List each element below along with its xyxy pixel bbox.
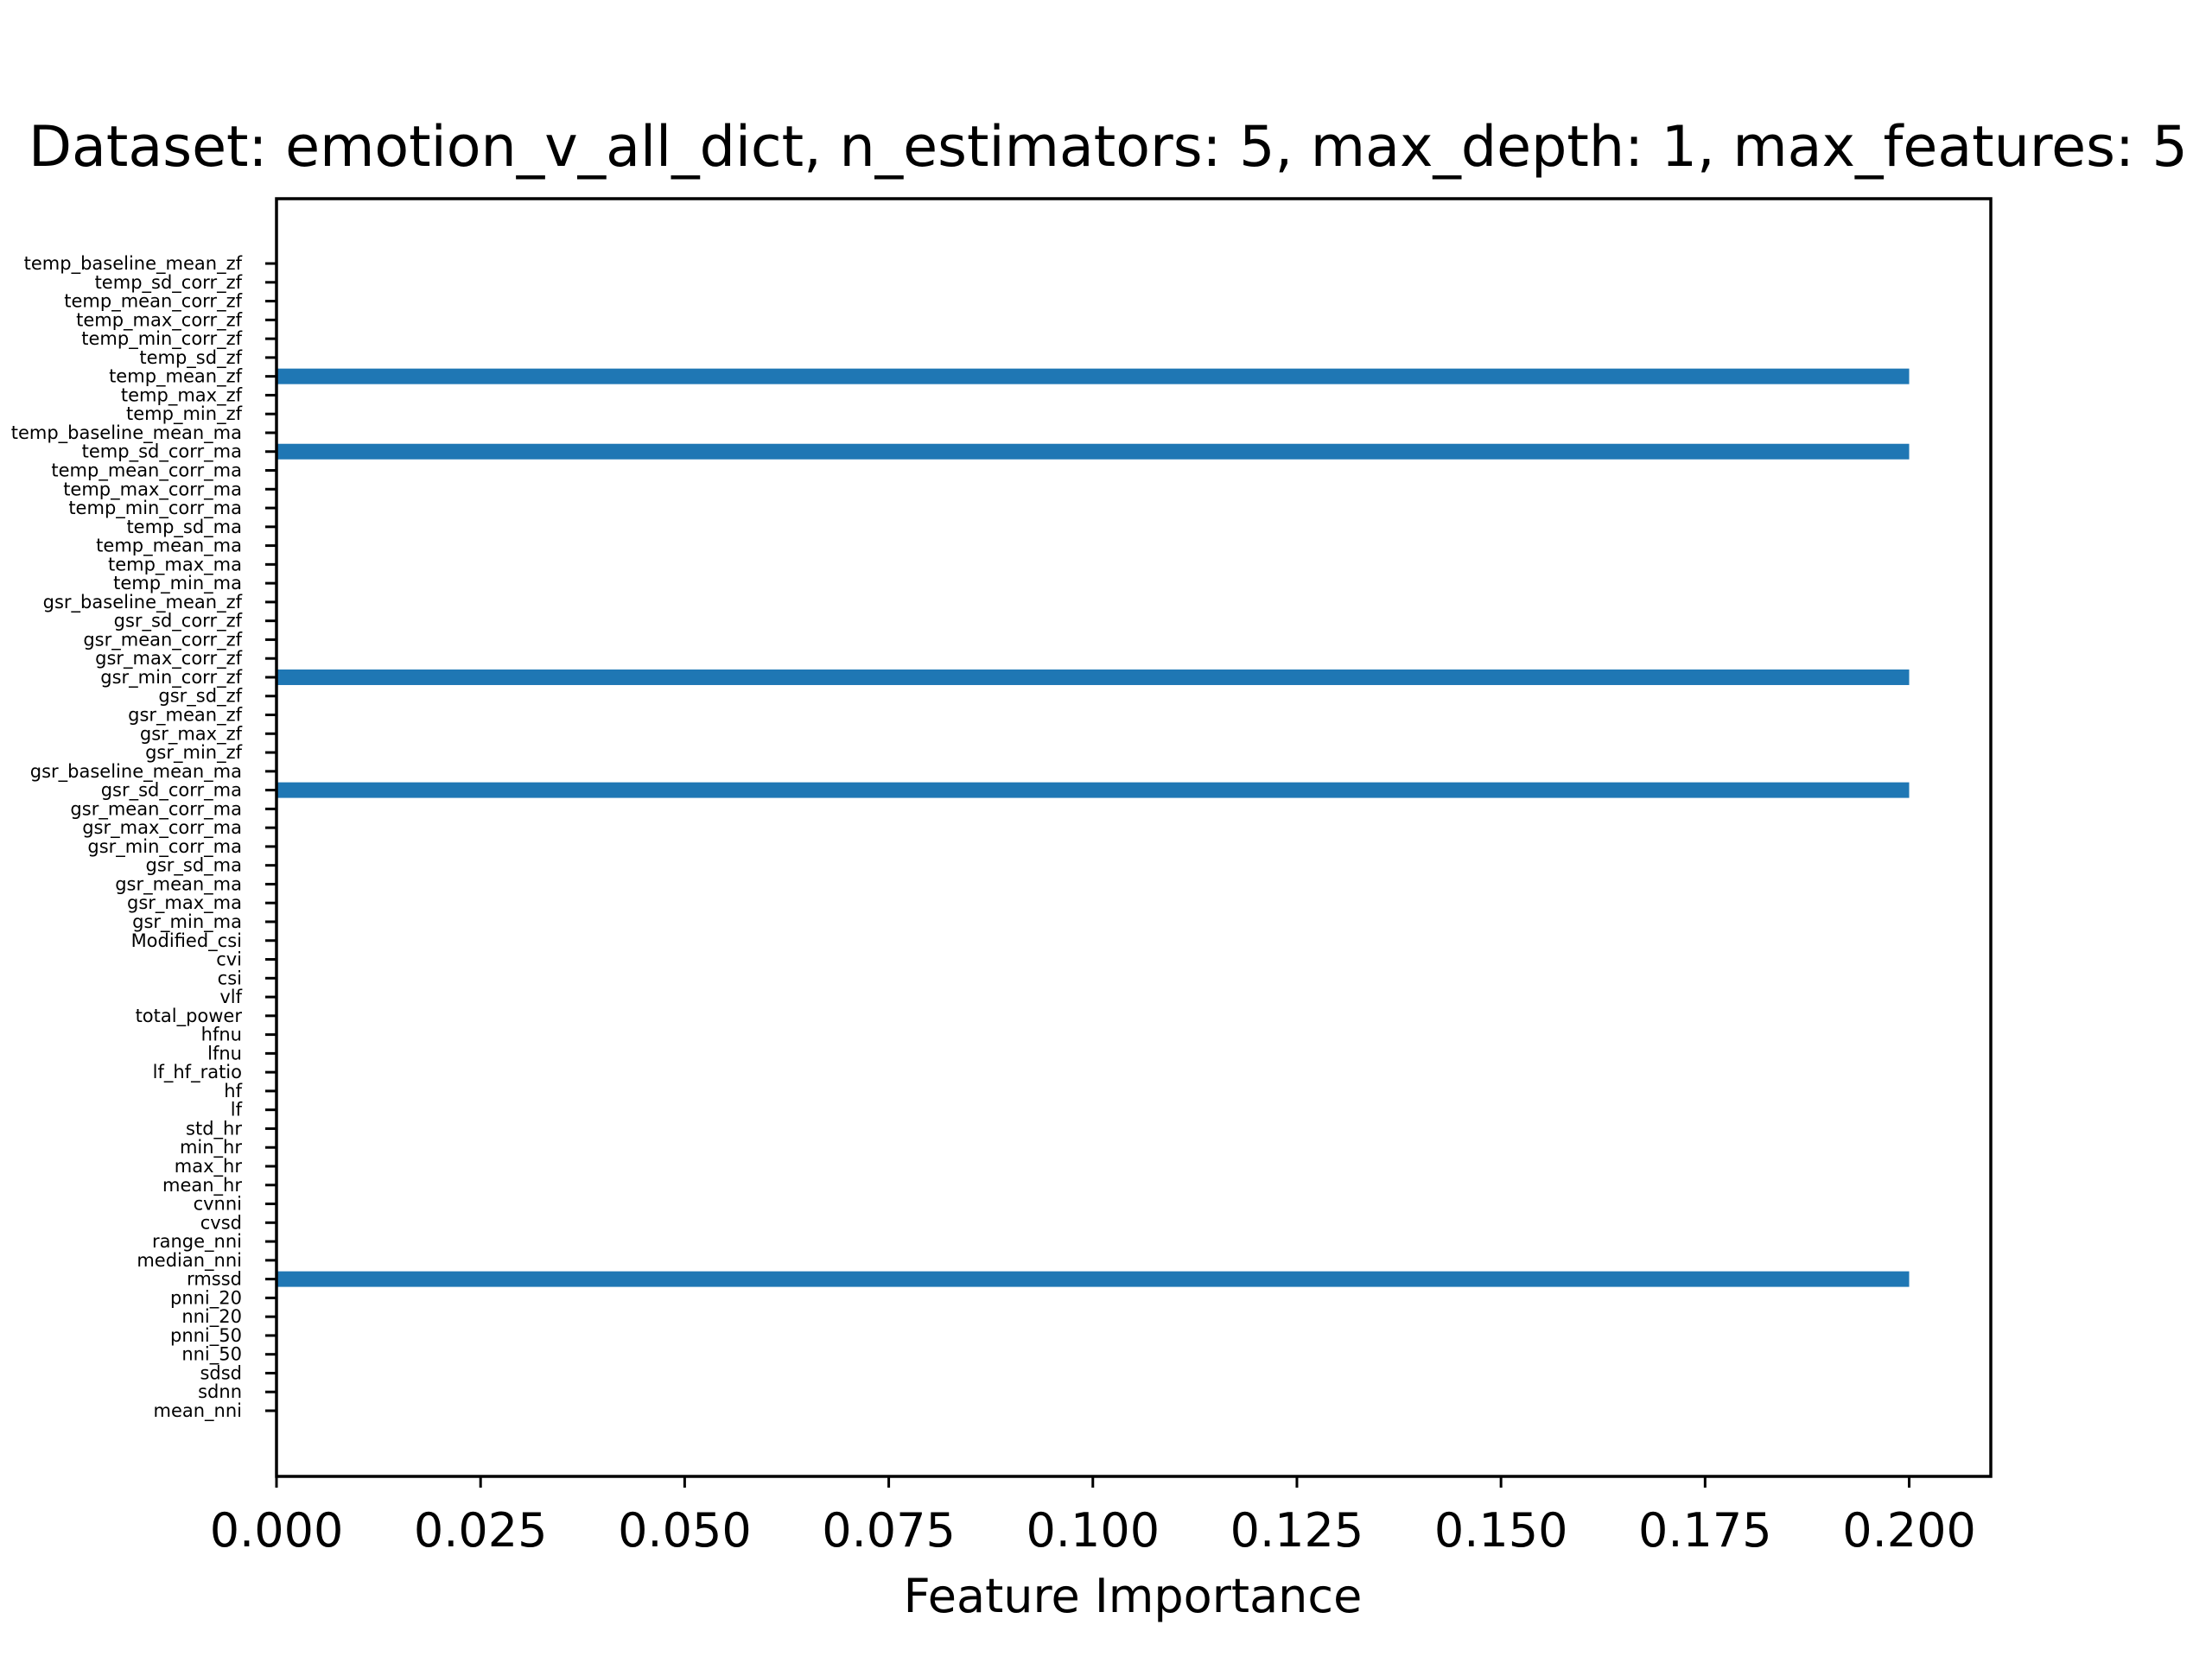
y-tick-label-mean_nni: mean_nni bbox=[153, 1400, 242, 1422]
y-tick-label-temp_sd_corr_ma: temp_sd_corr_ma bbox=[82, 441, 242, 463]
y-tick-label-cvnni: cvnni bbox=[194, 1194, 242, 1215]
y-tick-label-pnni_50: pnni_50 bbox=[170, 1325, 242, 1347]
y-tick-label-lf: lf bbox=[231, 1100, 243, 1120]
x-tick-label-0.050: 0.050 bbox=[618, 1503, 752, 1558]
y-tick-label-std_hr: std_hr bbox=[186, 1118, 242, 1139]
y-tick-label-range_nni: range_nni bbox=[152, 1231, 242, 1253]
y-tick-label-gsr_min_corr_zf: gsr_min_corr_zf bbox=[100, 667, 242, 689]
y-tick-label-max_hr: max_hr bbox=[175, 1156, 243, 1177]
y-tick-label-gsr_mean_zf: gsr_mean_zf bbox=[128, 705, 242, 727]
y-tick-label-total_power: total_power bbox=[136, 1006, 243, 1027]
y-tick-label-temp_max_corr_zf: temp_max_corr_zf bbox=[76, 309, 243, 331]
y-tick-label-temp_min_corr_ma: temp_min_corr_ma bbox=[68, 498, 242, 519]
y-tick-label-temp_max_zf: temp_max_zf bbox=[121, 384, 243, 406]
y-tick-label-gsr_sd_zf: gsr_sd_zf bbox=[158, 686, 242, 708]
y-tick-label-rmssd: rmssd bbox=[187, 1269, 242, 1290]
y-tick-label-csi: csi bbox=[218, 968, 242, 988]
y-axis: mean_nnisdnnsdsdnni_50pnni_50nni_20pnni_… bbox=[11, 253, 276, 1422]
y-tick-label-nni_20: nni_20 bbox=[181, 1306, 242, 1328]
y-tick-label-gsr_max_ma: gsr_max_ma bbox=[127, 892, 242, 914]
y-tick-label-gsr_min_corr_ma: gsr_min_corr_ma bbox=[87, 836, 242, 858]
y-tick-label-gsr_mean_corr_ma: gsr_mean_corr_ma bbox=[70, 798, 242, 820]
y-tick-label-Modified_csi: Modified_csi bbox=[131, 930, 242, 952]
x-tick-label-0.175: 0.175 bbox=[1638, 1503, 1772, 1558]
y-tick-label-lfnu: lfnu bbox=[207, 1043, 242, 1063]
y-tick-label-min_hr: min_hr bbox=[180, 1137, 242, 1158]
x-tick-label-0.000: 0.000 bbox=[210, 1503, 344, 1558]
bar-temp_sd_corr_ma bbox=[276, 443, 1910, 460]
y-tick-label-gsr_mean_ma: gsr_mean_ma bbox=[115, 873, 242, 895]
x-axis-label: Feature Importance bbox=[904, 1569, 1363, 1623]
bar-temp_mean_zf bbox=[276, 368, 1910, 384]
y-tick-label-gsr_min_ma: gsr_min_ma bbox=[132, 911, 242, 933]
y-tick-label-gsr_baseline_mean_zf: gsr_baseline_mean_zf bbox=[43, 592, 243, 613]
y-tick-label-temp_sd_corr_zf: temp_sd_corr_zf bbox=[95, 272, 243, 294]
y-tick-label-gsr_min_zf: gsr_min_zf bbox=[145, 742, 243, 764]
y-tick-label-temp_max_corr_ma: temp_max_corr_ma bbox=[63, 479, 242, 500]
y-tick-label-cvsd: cvsd bbox=[200, 1212, 242, 1233]
y-tick-label-cvi: cvi bbox=[216, 949, 242, 970]
y-tick-label-gsr_sd_corr_ma: gsr_sd_corr_ma bbox=[101, 780, 242, 802]
y-tick-label-temp_mean_corr_zf: temp_mean_corr_zf bbox=[64, 291, 242, 313]
x-tick-label-0.200: 0.200 bbox=[1842, 1503, 1976, 1558]
y-tick-label-median_nni: median_nni bbox=[137, 1250, 242, 1272]
y-tick-label-gsr_max_zf: gsr_max_zf bbox=[140, 723, 243, 745]
y-tick-label-temp_baseline_mean_ma: temp_baseline_mean_ma bbox=[11, 422, 242, 444]
bar-gsr_min_corr_zf bbox=[276, 669, 1910, 685]
y-tick-label-nni_50: nni_50 bbox=[181, 1344, 242, 1366]
x-tick-label-0.125: 0.125 bbox=[1230, 1503, 1364, 1558]
bar-gsr_sd_corr_ma bbox=[276, 782, 1910, 798]
bars-layer bbox=[276, 368, 1910, 1287]
y-tick-label-pnni_20: pnni_20 bbox=[170, 1287, 242, 1309]
x-tick-label-0.075: 0.075 bbox=[822, 1503, 956, 1558]
y-tick-label-gsr_baseline_mean_ma: gsr_baseline_mean_ma bbox=[30, 761, 242, 783]
y-tick-label-temp_max_ma: temp_max_ma bbox=[108, 554, 242, 575]
y-tick-label-temp_min_ma: temp_min_ma bbox=[113, 573, 242, 594]
x-tick-label-0.025: 0.025 bbox=[414, 1503, 548, 1558]
y-tick-label-temp_min_corr_zf: temp_min_corr_zf bbox=[81, 328, 242, 350]
y-tick-label-mean_hr: mean_hr bbox=[162, 1175, 242, 1196]
y-tick-label-gsr_sd_ma: gsr_sd_ma bbox=[145, 855, 242, 877]
x-axis: 0.000 0.025 0.050 0.075 0.100 0.125 0.150 0.175… bbox=[210, 1476, 1976, 1558]
y-tick-label-lf_hf_ratio: lf_hf_ratio bbox=[153, 1062, 242, 1083]
y-tick-label-temp_mean_zf: temp_mean_zf bbox=[109, 366, 243, 388]
y-tick-label-temp_mean_ma: temp_mean_ma bbox=[96, 536, 242, 557]
plot-frame bbox=[275, 197, 1993, 1478]
y-tick-label-gsr_sd_corr_zf: gsr_sd_corr_zf bbox=[114, 611, 243, 632]
y-tick-label-temp_baseline_mean_zf: temp_baseline_mean_zf bbox=[24, 253, 243, 275]
y-tick-label-gsr_mean_corr_zf: gsr_mean_corr_zf bbox=[83, 629, 242, 651]
x-tick-label-0.100: 0.100 bbox=[1026, 1503, 1160, 1558]
chart-title: Dataset: emotion_v_all_dict, n_estimator… bbox=[29, 115, 2188, 180]
y-tick-label-temp_mean_corr_ma: temp_mean_corr_ma bbox=[51, 460, 242, 482]
y-tick-label-temp_min_zf: temp_min_zf bbox=[126, 403, 243, 425]
y-tick-label-gsr_max_corr_ma: gsr_max_corr_ma bbox=[82, 817, 242, 839]
y-tick-label-temp_sd_zf: temp_sd_zf bbox=[139, 347, 242, 369]
y-tick-label-hf: hf bbox=[224, 1081, 242, 1101]
y-tick-label-sdnn: sdnn bbox=[198, 1381, 242, 1402]
y-tick-label-temp_sd_ma: temp_sd_ma bbox=[126, 517, 242, 538]
y-tick-label-gsr_max_corr_zf: gsr_max_corr_zf bbox=[95, 648, 242, 670]
bar-rmssd bbox=[276, 1271, 1910, 1287]
y-tick-label-vlf: vlf bbox=[219, 987, 242, 1007]
y-tick-label-hfnu: hfnu bbox=[201, 1025, 242, 1045]
x-tick-label-0.150: 0.150 bbox=[1434, 1503, 1568, 1558]
y-tick-label-sdsd: sdsd bbox=[200, 1362, 242, 1383]
